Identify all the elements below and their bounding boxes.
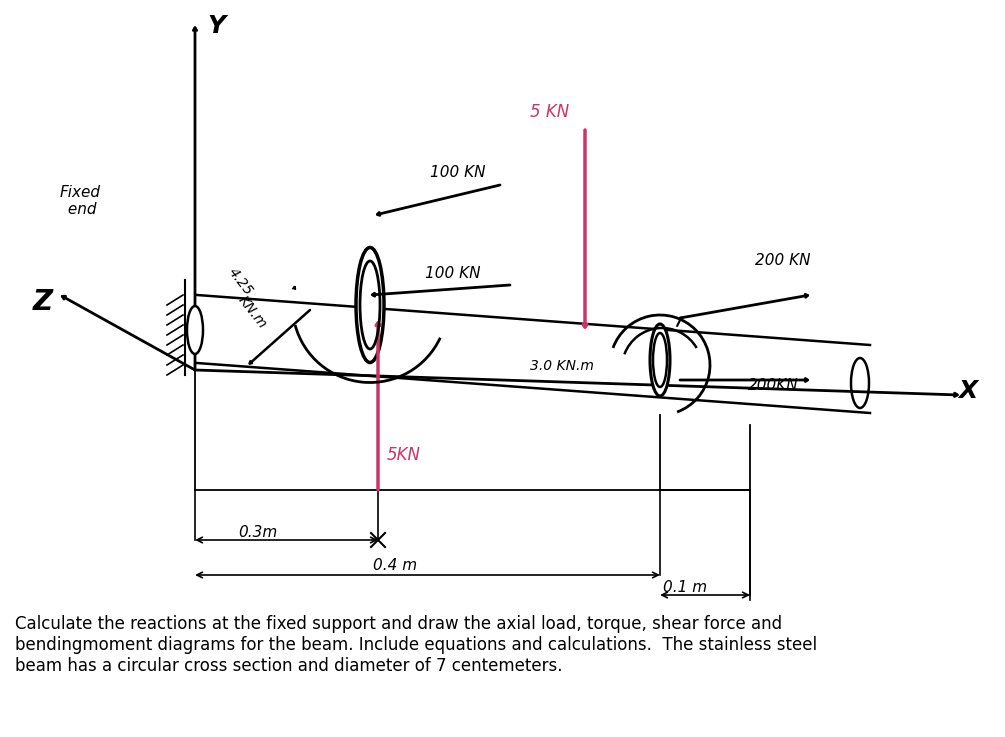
Text: 100 KN: 100 KN — [425, 266, 480, 281]
Ellipse shape — [650, 324, 670, 396]
Text: 0.3m: 0.3m — [238, 525, 277, 540]
Text: 3.0 KN.m: 3.0 KN.m — [530, 359, 594, 373]
Text: 200KN: 200KN — [748, 378, 799, 393]
Text: 200 KN: 200 KN — [755, 253, 810, 268]
Text: X: X — [958, 379, 977, 403]
Text: KN.m: KN.m — [235, 293, 269, 331]
Text: 0.1 m: 0.1 m — [663, 580, 708, 595]
Text: Fixed
 end: Fixed end — [59, 185, 100, 217]
Text: 4.25: 4.25 — [225, 265, 255, 298]
Text: 100 KN: 100 KN — [430, 165, 485, 180]
Text: 5KN: 5KN — [387, 446, 421, 464]
Text: Y: Y — [207, 14, 225, 38]
Text: Z: Z — [33, 288, 53, 316]
Text: 5 KN: 5 KN — [530, 103, 569, 121]
Text: Calculate the reactions at the fixed support and draw the axial load, torque, sh: Calculate the reactions at the fixed sup… — [15, 615, 817, 674]
Ellipse shape — [187, 306, 203, 354]
Ellipse shape — [356, 248, 384, 363]
Text: 0.4 m: 0.4 m — [373, 558, 417, 573]
